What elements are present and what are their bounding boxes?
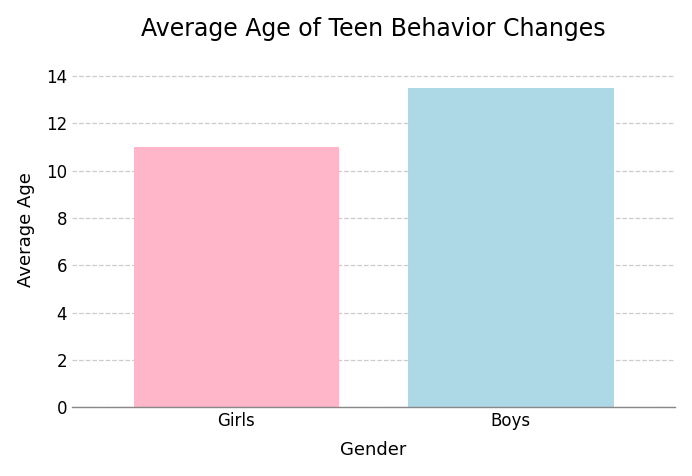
Y-axis label: Average Age: Average Age — [17, 172, 35, 288]
Bar — [134, 147, 339, 407]
Bar — [408, 88, 614, 407]
X-axis label: Gender: Gender — [340, 441, 407, 459]
Title: Average Age of Teen Behavior Changes: Average Age of Teen Behavior Changes — [141, 17, 606, 40]
